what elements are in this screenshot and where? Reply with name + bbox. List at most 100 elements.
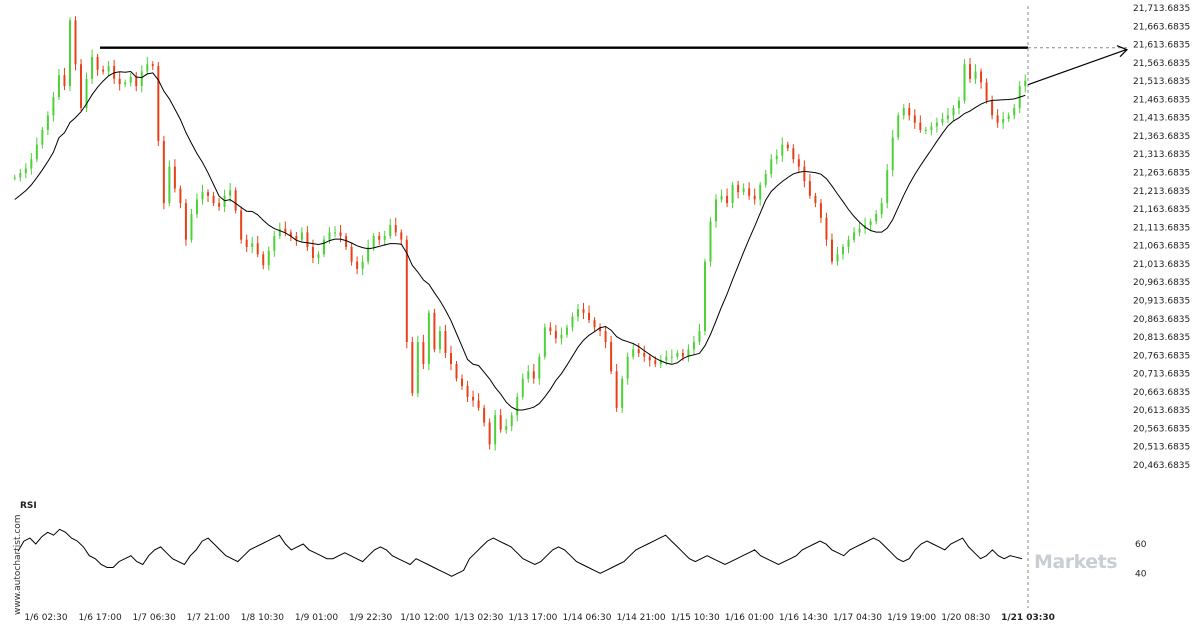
candle-body <box>1024 80 1027 87</box>
candle-body <box>604 331 607 343</box>
rsi-tick-label: 40 <box>1135 569 1147 579</box>
candle-body <box>576 309 579 317</box>
candle-body <box>251 243 254 247</box>
candle-body <box>698 331 701 343</box>
candle-body <box>930 126 933 130</box>
price-tick-label: 20,863.6835 <box>1133 315 1190 325</box>
candle-body <box>488 422 491 445</box>
candle-body <box>295 236 298 240</box>
candle-body <box>394 225 397 233</box>
candle-body <box>726 195 729 204</box>
candle-body <box>499 415 502 430</box>
candle-body <box>438 331 441 350</box>
price-tick-label: 21,613.6835 <box>1133 41 1190 51</box>
candle-body <box>957 100 960 109</box>
candle-body <box>146 64 149 72</box>
candle-body <box>770 159 773 174</box>
candle-body <box>389 225 392 237</box>
candle-body <box>162 140 165 204</box>
candle-body <box>328 232 331 240</box>
price-tick-label: 20,513.6835 <box>1133 443 1190 453</box>
candle-body <box>455 363 458 379</box>
candle-body <box>372 236 375 247</box>
candle-body <box>980 71 983 83</box>
candle-body <box>842 246 845 255</box>
candle-body <box>703 261 706 332</box>
candle-body <box>935 122 938 127</box>
candle-body <box>974 71 977 79</box>
candle-body <box>218 203 221 207</box>
candle-body <box>367 246 370 262</box>
candle-body <box>267 250 270 266</box>
candle-body <box>240 210 243 240</box>
time-tick-label: 1/8 10:30 <box>241 613 285 623</box>
candle-body <box>532 371 535 379</box>
time-tick-label: 1/6 17:00 <box>78 613 122 623</box>
candle-body <box>969 64 972 79</box>
price-tick-label: 21,213.6835 <box>1133 187 1190 197</box>
candle-body <box>659 360 662 364</box>
rsi-axis: 60 40 <box>1135 540 1147 579</box>
candle-body <box>483 407 486 423</box>
candle-body <box>433 312 436 350</box>
candle-body <box>510 415 513 427</box>
candle-body <box>13 177 16 179</box>
candle-body <box>201 192 204 200</box>
candle-body <box>411 342 414 394</box>
candle-body <box>963 64 966 101</box>
time-tick-label: 1/21 03:30 <box>1001 613 1055 623</box>
price-tick-label: 20,463.6835 <box>1133 461 1190 471</box>
time-axis: 1/6 02:30 1/6 17:00 1/7 06:30 1/7 21:00 1/8 … <box>24 613 1055 623</box>
candle-body <box>720 195 723 200</box>
price-tick-label: 21,363.6835 <box>1133 132 1190 142</box>
price-tick-label: 20,613.6835 <box>1133 406 1190 416</box>
candle-body <box>322 239 325 255</box>
forecast-arrow-shaft <box>1027 49 1127 86</box>
candle-body <box>317 254 320 258</box>
candle-body <box>869 221 872 226</box>
candle-body <box>554 331 557 339</box>
candle-body <box>759 184 762 200</box>
price-tick-label: 20,913.6835 <box>1133 296 1190 306</box>
candle-body <box>665 356 668 361</box>
candle-body <box>565 327 568 335</box>
candle-body <box>339 232 342 237</box>
candle-body <box>715 199 718 222</box>
price-tick-label: 21,663.6835 <box>1133 22 1190 32</box>
candle-body <box>952 108 955 116</box>
candle-body <box>676 353 679 357</box>
candle-body <box>234 190 237 211</box>
candle-body <box>102 69 105 72</box>
candle-body <box>830 239 833 262</box>
candle-body <box>819 203 822 218</box>
candle-body <box>858 228 861 233</box>
price-tick-label: 21,163.6835 <box>1133 205 1190 215</box>
time-tick-label: 1/6 02:30 <box>24 613 68 623</box>
candle-body <box>494 415 497 445</box>
candle-body <box>985 82 988 101</box>
candle-body <box>212 195 215 204</box>
candle-body <box>808 181 811 196</box>
candle-body <box>273 236 276 251</box>
candle-body <box>168 166 171 204</box>
candle-body <box>129 76 132 83</box>
candle-body <box>151 64 154 67</box>
candle-body <box>179 188 182 204</box>
time-tick-label: 1/9 01:00 <box>295 613 339 623</box>
time-tick-label: 1/19 19:00 <box>887 613 936 623</box>
price-tick-label: 21,063.6835 <box>1133 242 1190 252</box>
time-tick-label: 1/7 21:00 <box>187 613 231 623</box>
candle-body <box>897 115 900 138</box>
candle-body <box>996 115 999 123</box>
candle-body <box>792 148 795 160</box>
candle-body <box>57 75 60 98</box>
rsi-tick-label: 60 <box>1135 540 1147 550</box>
price-tick-label: 21,463.6835 <box>1133 95 1190 105</box>
forecast-arrow <box>1027 45 1129 86</box>
candle-body <box>560 334 563 339</box>
candle-body <box>91 56 94 79</box>
candle-body <box>626 356 629 379</box>
candle-body <box>786 144 789 149</box>
candle-body <box>306 232 309 247</box>
candle-body <box>46 115 49 130</box>
